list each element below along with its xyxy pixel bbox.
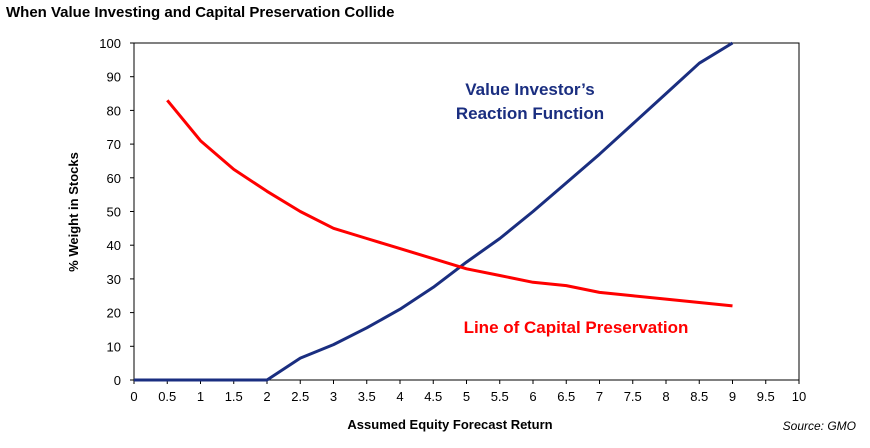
y-tick-label: 90 xyxy=(107,70,121,85)
source-note: Source: GMO xyxy=(782,419,856,433)
y-axis-ticks: 0 10 20 30 40 50 60 70 80 90 100 xyxy=(99,36,134,388)
x-tick-label: 7 xyxy=(596,389,603,404)
x-tick-label: 3 xyxy=(330,389,337,404)
x-tick-label: 3.5 xyxy=(358,389,376,404)
x-axis-label: Assumed Equity Forecast Return xyxy=(347,417,552,432)
x-tick-label: 7.5 xyxy=(624,389,642,404)
y-tick-label: 0 xyxy=(114,373,121,388)
series-layer xyxy=(134,41,734,382)
annotation-reaction-function-line1: Value Investor’s xyxy=(465,80,594,99)
x-tick-label: 8 xyxy=(662,389,669,404)
x-tick-label: 4 xyxy=(396,389,403,404)
series-line-capital-preservation xyxy=(166,99,733,308)
x-tick-label: 4.5 xyxy=(424,389,442,404)
y-tick-label: 30 xyxy=(107,272,121,287)
y-tick-label: 10 xyxy=(107,339,121,354)
x-tick-label: 2.5 xyxy=(291,389,309,404)
y-tick-label: 100 xyxy=(99,36,121,51)
x-tick-label: 5 xyxy=(463,389,470,404)
x-tick-label: 0 xyxy=(130,389,137,404)
x-tick-label: 10 xyxy=(792,389,806,404)
x-tick-label: 1 xyxy=(197,389,204,404)
annotation-capital-preservation: Line of Capital Preservation xyxy=(464,318,689,337)
y-tick-label: 60 xyxy=(107,171,121,186)
x-tick-label: 8.5 xyxy=(690,389,708,404)
x-tick-label: 6 xyxy=(529,389,536,404)
x-tick-label: 1.5 xyxy=(225,389,243,404)
x-tick-label: 9 xyxy=(729,389,736,404)
x-axis-ticks: 0 0.5 1 1.5 2 2.5 3 3.5 4 4.5 5 5.5 6 6.5 7 7.5 8 8.5 9 9.5… xyxy=(130,380,806,404)
x-tick-label: 2 xyxy=(263,389,270,404)
x-tick-label: 5.5 xyxy=(491,389,509,404)
series-line-reaction-function xyxy=(134,41,734,382)
y-tick-label: 80 xyxy=(107,103,121,118)
y-tick-label: 20 xyxy=(107,306,121,321)
y-tick-label: 50 xyxy=(107,205,121,220)
chart-title: When Value Investing and Capital Preserv… xyxy=(6,4,395,21)
annotation-reaction-function-line2: Reaction Function xyxy=(456,104,604,123)
y-axis-label: % Weight in Stocks xyxy=(66,152,81,272)
y-tick-label: 70 xyxy=(107,137,121,152)
x-tick-label: 9.5 xyxy=(757,389,775,404)
y-tick-label: 40 xyxy=(107,238,121,253)
x-tick-label: 6.5 xyxy=(557,389,575,404)
x-tick-label: 0.5 xyxy=(158,389,176,404)
